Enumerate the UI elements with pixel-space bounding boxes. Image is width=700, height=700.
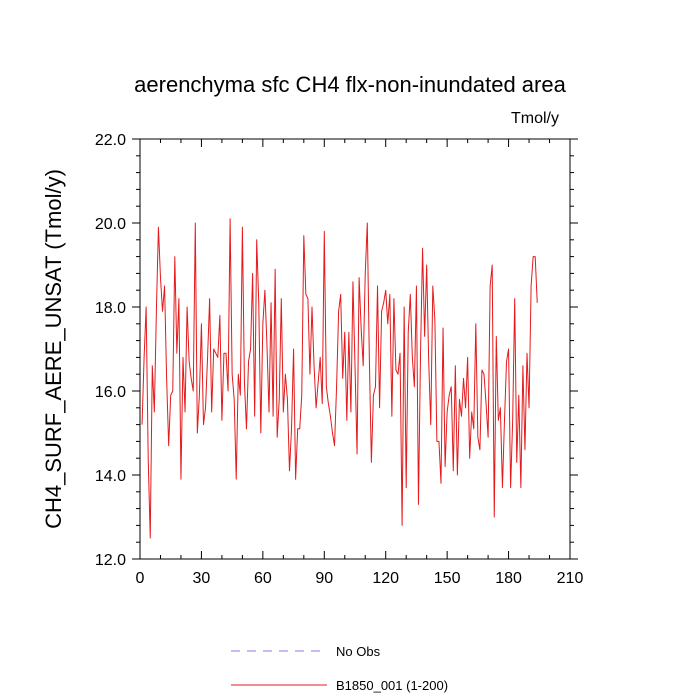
series-line-1 xyxy=(141,218,538,539)
tick-labels: 0 30 60 90 120 150 180 210 12.0 14.0 16.0 18.0 20.0 2… xyxy=(95,132,584,587)
legend: No Obs B1850_001 (1-200) xyxy=(231,644,448,693)
y-tick-label: 16.0 xyxy=(95,384,126,401)
x-tick-label: 30 xyxy=(193,570,211,587)
y-tick-label: 18.0 xyxy=(95,300,126,317)
y-axis-label: CH4_SURF_AERE_UNSAT (Tmol/y) xyxy=(41,169,66,529)
x-tick-label: 120 xyxy=(372,570,399,587)
plot-frame xyxy=(139,138,571,560)
y-tick-label: 20.0 xyxy=(95,216,126,233)
y-tick-label: 12.0 xyxy=(95,552,126,569)
x-tick-label: 150 xyxy=(434,570,461,587)
x-tick-label: 180 xyxy=(495,570,522,587)
axis-ticks xyxy=(132,138,578,560)
legend-label-b1850-001: B1850_001 (1-200) xyxy=(336,678,448,693)
x-tick-label: 210 xyxy=(557,570,584,587)
x-tick-label: 0 xyxy=(136,570,145,587)
legend-label-no-obs: No Obs xyxy=(336,644,381,659)
y-tick-label: 22.0 xyxy=(95,132,126,149)
chart-title: aerenchyma sfc CH4 flx-non-inundated are… xyxy=(134,72,566,97)
plot-lines xyxy=(141,218,538,539)
units-label: Tmol/y xyxy=(511,110,559,127)
x-tick-label: 90 xyxy=(315,570,333,587)
x-tick-label: 60 xyxy=(254,570,272,587)
y-tick-label: 14.0 xyxy=(95,468,126,485)
